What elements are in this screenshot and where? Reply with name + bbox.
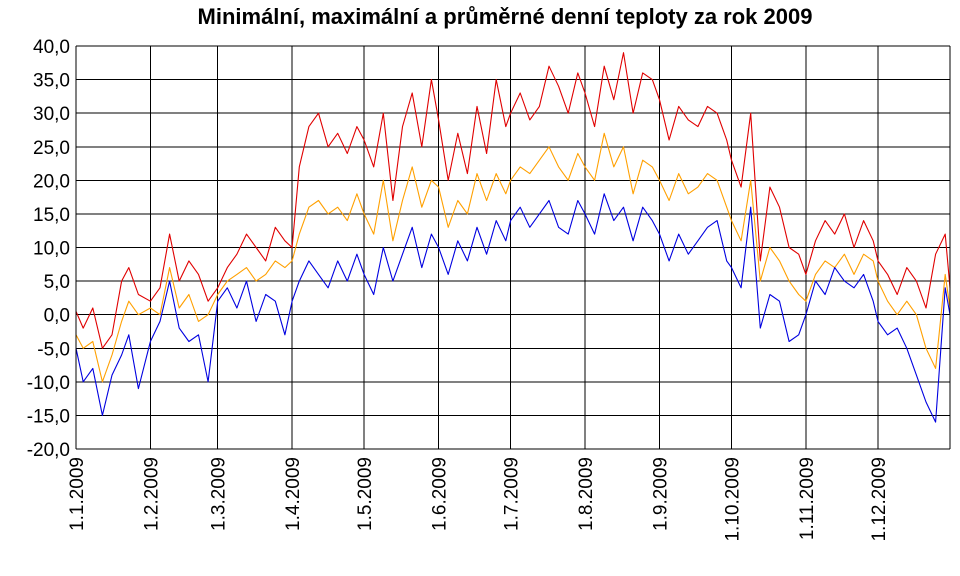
- x-tick-label: 1.1.2009: [67, 457, 88, 531]
- y-tick-label: 5,0: [44, 272, 70, 293]
- x-tick-label: 1.5.2009: [355, 457, 376, 531]
- x-tick-label: 1.6.2009: [430, 457, 451, 531]
- max-temperature-series: [75, 52, 951, 349]
- y-tick-label: 35,0: [33, 71, 70, 92]
- y-tick-label: -20,0: [27, 440, 70, 461]
- y-tick-label: -10,0: [27, 373, 70, 394]
- y-tick-label: 0,0: [44, 306, 70, 327]
- x-tick-label: 1.3.2009: [209, 457, 230, 531]
- avg-temperature-series: [75, 132, 951, 383]
- y-tick-label: 25,0: [33, 138, 70, 159]
- x-tick-label: 1.11.2009: [797, 457, 818, 540]
- y-tick-label: 40,0: [33, 37, 70, 58]
- y-tick-label: 20,0: [33, 171, 70, 192]
- axes: [75, 45, 951, 450]
- x-tick-label: 1.7.2009: [502, 457, 523, 531]
- grid-lines: [75, 45, 950, 450]
- x-tick-label: 1.4.2009: [283, 457, 304, 531]
- chart-title: Minimální, maximální a průměrné denní te…: [198, 4, 813, 29]
- min-temperature-series: [75, 193, 951, 423]
- series-lines: [75, 52, 951, 423]
- x-axis-tick-labels: 1.1.2009 1.2.2009 1.3.2009 1.4.2009 1.5.2009…: [67, 457, 890, 542]
- y-tick-label: 15,0: [33, 205, 70, 226]
- y-tick-label: 30,0: [33, 104, 70, 125]
- y-tick-label: 10,0: [33, 239, 70, 260]
- y-tick-label: -5,0: [37, 339, 70, 360]
- x-tick-label: 1.8.2009: [576, 457, 597, 531]
- x-tick-label: 1.12.2009: [869, 457, 890, 542]
- y-axis-tick-labels: 40,0 35,0 30,0 25,0 20,0 15,0 10,0 5,0 0,0 -5,0 -1…: [27, 37, 70, 461]
- x-tick-label: 1.2.2009: [141, 457, 162, 531]
- x-tick-label: 1.9.2009: [650, 457, 671, 531]
- x-tick-label: 1.10.2009: [723, 457, 744, 542]
- y-tick-label: -15,0: [27, 406, 70, 427]
